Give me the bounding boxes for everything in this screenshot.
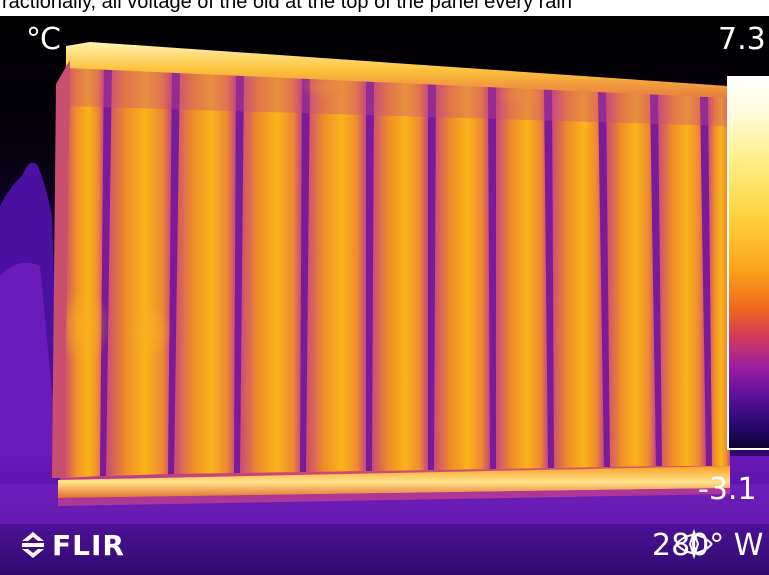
caption-strip: ractionally, all voltage of the old at t… bbox=[0, 0, 769, 16]
camera-brand-text: FLIR bbox=[52, 528, 125, 562]
compass-heading: 280° W bbox=[652, 528, 763, 563]
compass-heading-text: 280° W bbox=[652, 528, 764, 563]
scale-max-label: 7.3 bbox=[718, 22, 766, 57]
color-scale-bar bbox=[727, 76, 769, 450]
temperature-unit-label: °C bbox=[26, 22, 61, 57]
flir-diamond-icon bbox=[22, 532, 44, 558]
thermal-image bbox=[0, 16, 769, 575]
compass-icon bbox=[675, 528, 713, 560]
camera-logo: FLIR bbox=[20, 528, 125, 562]
caption-text: ractionally, all voltage of the old at t… bbox=[2, 0, 572, 13]
scale-min-label: -3.1 bbox=[698, 472, 757, 507]
